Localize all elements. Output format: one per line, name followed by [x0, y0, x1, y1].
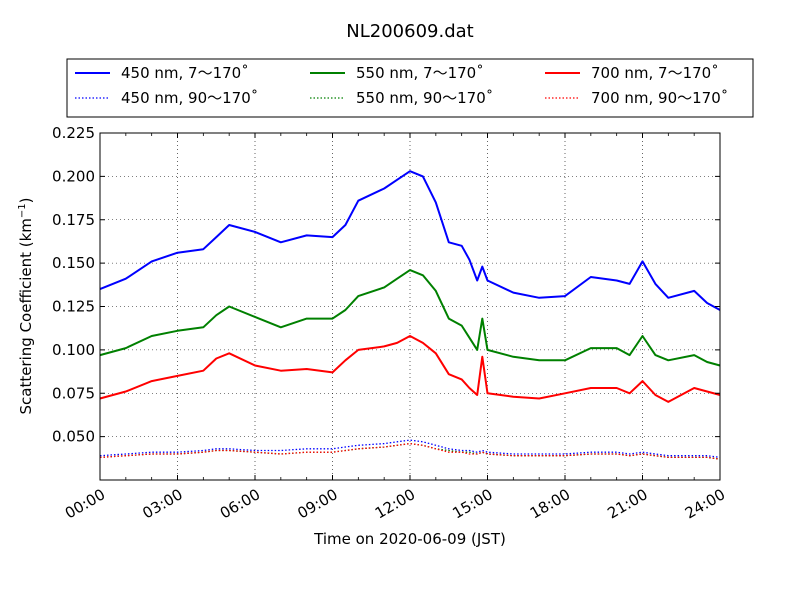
legend-label: 550 nm, 90～170˚ — [356, 89, 493, 107]
legend-label: 700 nm, 7～170˚ — [591, 64, 719, 82]
legend-box — [66, 58, 754, 118]
legend-label: 700 nm, 90～170˚ — [591, 89, 728, 107]
series-lines — [99, 170, 721, 460]
y-tick-label: 0.150 — [52, 254, 95, 272]
legend-label: 450 nm, 7～170˚ — [121, 64, 249, 82]
x-axis-label: Time on 2020-06-09 (JST) — [313, 530, 506, 548]
y-axis-label-main: Scattering Coefficient (km — [17, 218, 35, 414]
y-tick-label: 0.125 — [52, 298, 95, 316]
y-tick-label: 0.075 — [52, 384, 95, 402]
y-tick-label: 0.175 — [52, 211, 95, 229]
y-axis-label: Scattering Coefficient (km−1) — [17, 197, 35, 414]
series-line — [99, 439, 721, 459]
series-line — [99, 269, 721, 367]
legend-label: 450 nm, 90～170˚ — [121, 89, 258, 107]
legend-label: 550 nm, 7～170˚ — [356, 64, 484, 82]
plot-area — [99, 132, 721, 481]
y-tick-label: 0.225 — [52, 124, 95, 142]
grid — [100, 133, 720, 480]
y-axis-label-close: ) — [17, 197, 35, 203]
y-tick-label: 0.100 — [52, 341, 95, 359]
legend: 450 nm, 7～170˚ 450 nm, 90～170˚ 550 nm, 7～1… — [66, 58, 754, 118]
y-axis-label-superscript: −1 — [17, 203, 28, 218]
axis-ticks — [99, 132, 721, 480]
y-tick-label: 0.200 — [52, 167, 95, 185]
series-line — [99, 335, 721, 403]
series-line — [99, 442, 721, 460]
y-tick-labels: 0.050 0.075 0.100 0.125 0.150 0.175 0.200 0.225 — [52, 124, 95, 446]
y-tick-label: 0.050 — [52, 428, 95, 446]
series-line — [99, 170, 721, 311]
chart-title: NL200609.dat — [346, 21, 473, 42]
